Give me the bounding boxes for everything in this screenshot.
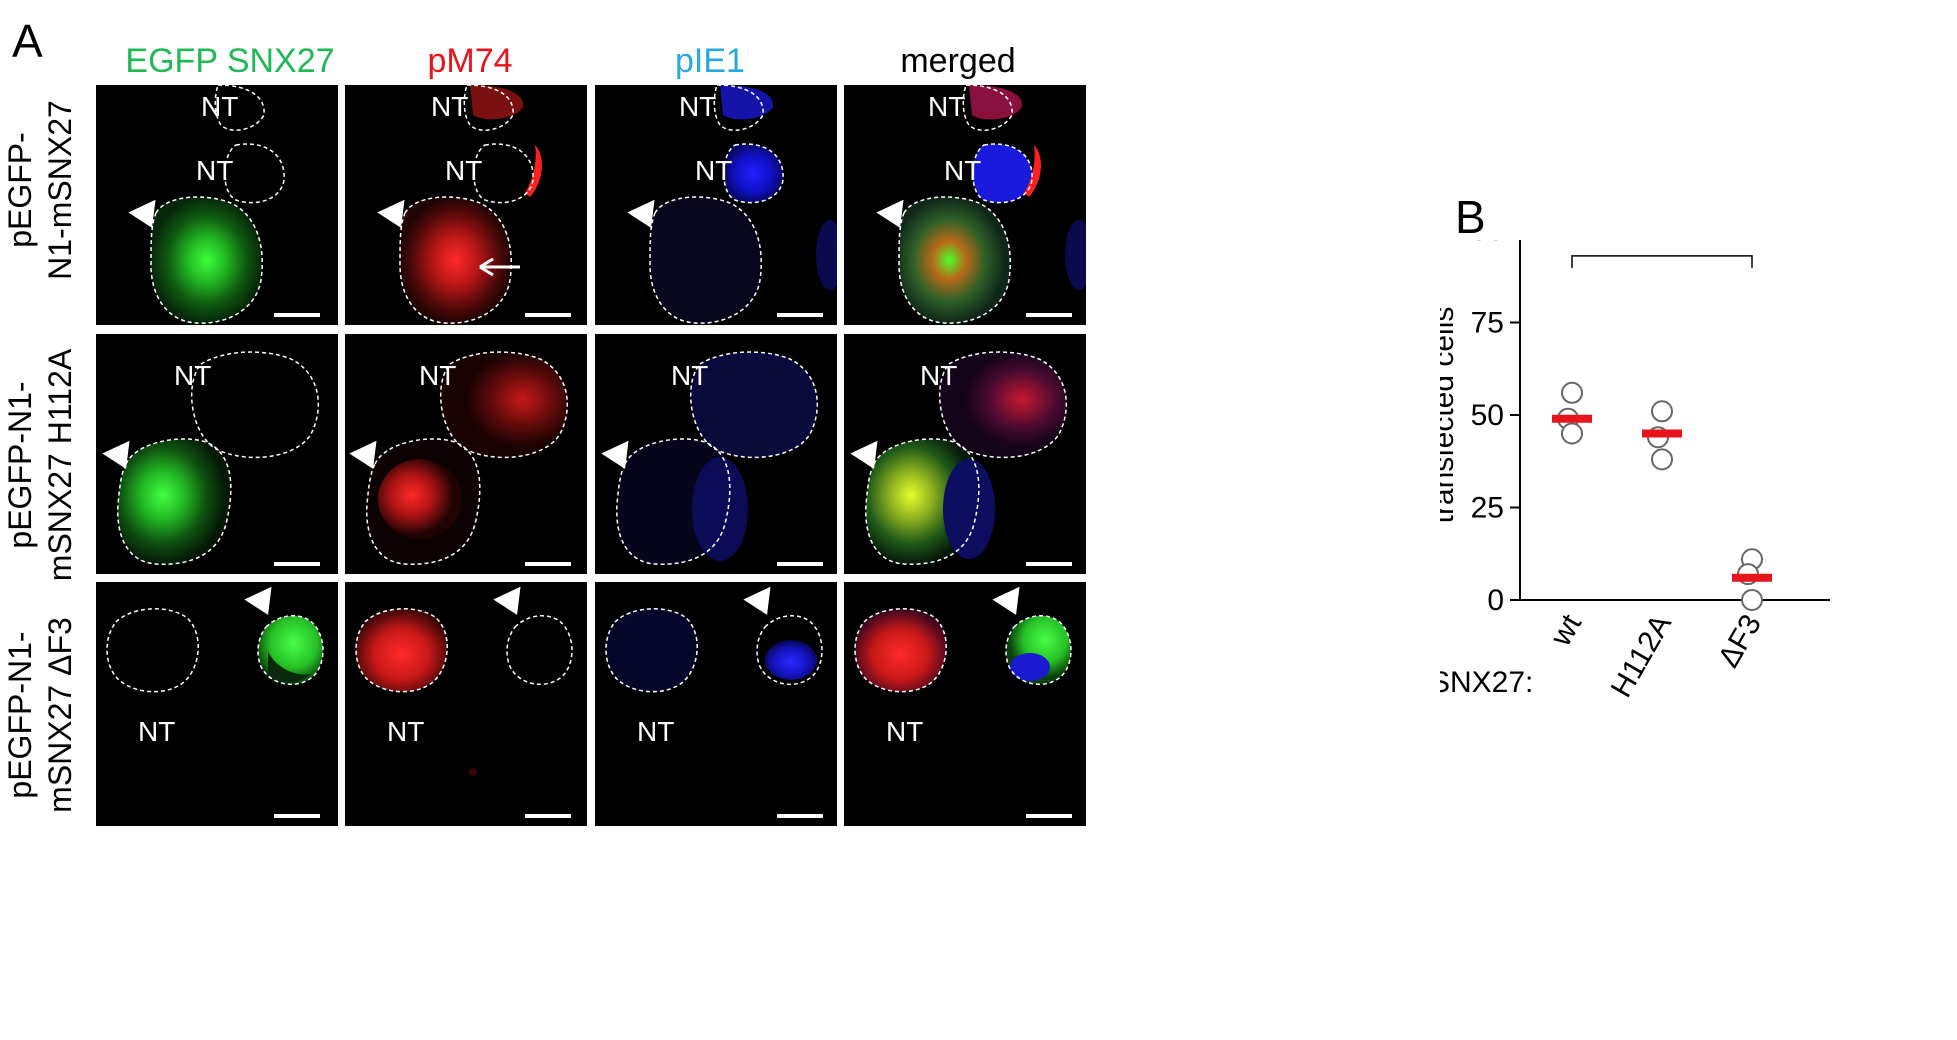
row-label-line: pEGFP-N1-	[2, 381, 38, 549]
significance-label: ***	[1644, 240, 1679, 253]
data-point	[1741, 589, 1763, 611]
micrograph-row3-egfp: NT	[96, 582, 338, 826]
row-label-line: mSNX27 H112A	[42, 348, 78, 582]
micrograph-row1-pie1: NT NT	[595, 85, 837, 325]
scale-bar	[274, 562, 320, 566]
scale-bar	[1026, 814, 1072, 818]
row-label-df3: pEGFP-N1- mSNX27 ΔF3	[0, 585, 80, 845]
nt-label: NT	[201, 91, 239, 122]
x-tick-label: ΔF3	[1712, 609, 1768, 673]
scale-bar	[274, 313, 320, 317]
nt-label: NT	[138, 716, 176, 747]
column-header-pie1: pIE1	[675, 42, 745, 80]
nt-label: NT	[419, 360, 457, 391]
row-label-line: mSNX27 ΔF3	[42, 617, 78, 813]
column-header-merged: merged	[900, 42, 1016, 80]
y-tick-label: 0	[1487, 584, 1504, 617]
row-label-line: N1-mSNX27	[42, 100, 78, 280]
micrograph-row3-pm74: NT	[345, 582, 587, 826]
column-header-pm74: pM74	[427, 42, 513, 80]
nt-label: NT	[886, 716, 924, 747]
scale-bar	[525, 814, 571, 818]
chart-axes: 0 25 50 75 100 % M74⁺ cells in SNX27transfect…	[1440, 240, 1830, 703]
scale-bar	[525, 562, 571, 566]
nt-label: NT	[671, 360, 709, 391]
chart-marks: ***	[1552, 240, 1772, 611]
panel-b-letter: B	[1455, 191, 1486, 243]
x-tick-label: wt	[1544, 608, 1588, 652]
y-axis-label: % M74⁺ cells in SNX27transfected cells	[1440, 259, 1460, 572]
significance-bracket	[1571, 255, 1753, 268]
y-tick-label: 75	[1471, 307, 1504, 340]
nt-label: NT	[695, 155, 733, 186]
nt-label: NT	[174, 360, 212, 391]
scale-bar	[777, 562, 823, 566]
row-label-h112a: pEGFP-N1- mSNX27 H112A	[0, 335, 80, 595]
micrograph-row3-pie1: NT	[595, 582, 837, 826]
nt-label: NT	[928, 91, 966, 122]
micrograph-row2-pie1: NT	[595, 334, 837, 574]
category-axis-label: SNX27:	[1440, 666, 1533, 699]
nt-label: NT	[637, 716, 675, 747]
panel-a-letter: A	[12, 15, 43, 67]
data-point	[1651, 448, 1673, 471]
data-point	[1651, 400, 1673, 423]
nt-label: NT	[944, 155, 982, 186]
dot-plot-chart: 0 25 50 75 100 % M74⁺ cells in SNX27transfect…	[1440, 240, 1830, 703]
y-tick-label: 50	[1471, 399, 1504, 432]
data-point	[1561, 422, 1583, 445]
column-header-egfp: EGFP SNX27	[125, 42, 335, 80]
micrograph-row3-merged: NT	[844, 582, 1086, 826]
scale-bar	[777, 814, 823, 818]
scale-bar	[1026, 562, 1072, 566]
scale-bar	[1026, 313, 1072, 317]
nt-label: NT	[920, 360, 958, 391]
scale-bar	[777, 313, 823, 317]
nt-label: NT	[387, 716, 425, 747]
scale-bar	[525, 313, 571, 317]
micrograph-row2-pm74: NT	[345, 334, 587, 574]
row-label-line: pEGFP-	[2, 132, 38, 248]
micrograph-row2-egfp: NT	[96, 334, 338, 574]
y-tick-label: 25	[1471, 492, 1504, 525]
x-tick-label: H112A	[1605, 609, 1678, 703]
micrograph-row2-merged: NT	[844, 334, 1086, 574]
nt-label: NT	[196, 155, 234, 186]
micrograph-row1-merged: NT NT	[844, 85, 1086, 325]
micrograph-row1-pm74: NT NT	[345, 85, 587, 325]
data-point	[1561, 381, 1583, 404]
nt-label: NT	[445, 155, 483, 186]
nt-label: NT	[679, 91, 717, 122]
row-label-wt: pEGFP- N1-mSNX27	[0, 60, 80, 320]
micrograph-row1-egfp: NT NT	[96, 85, 338, 325]
row-label-line: pEGFP-N1-	[2, 631, 38, 799]
nt-label: NT	[431, 91, 469, 122]
scale-bar	[274, 814, 320, 818]
y-axis-label-line: transfected cells	[1440, 307, 1460, 524]
y-tick-label: 100	[1454, 240, 1504, 247]
